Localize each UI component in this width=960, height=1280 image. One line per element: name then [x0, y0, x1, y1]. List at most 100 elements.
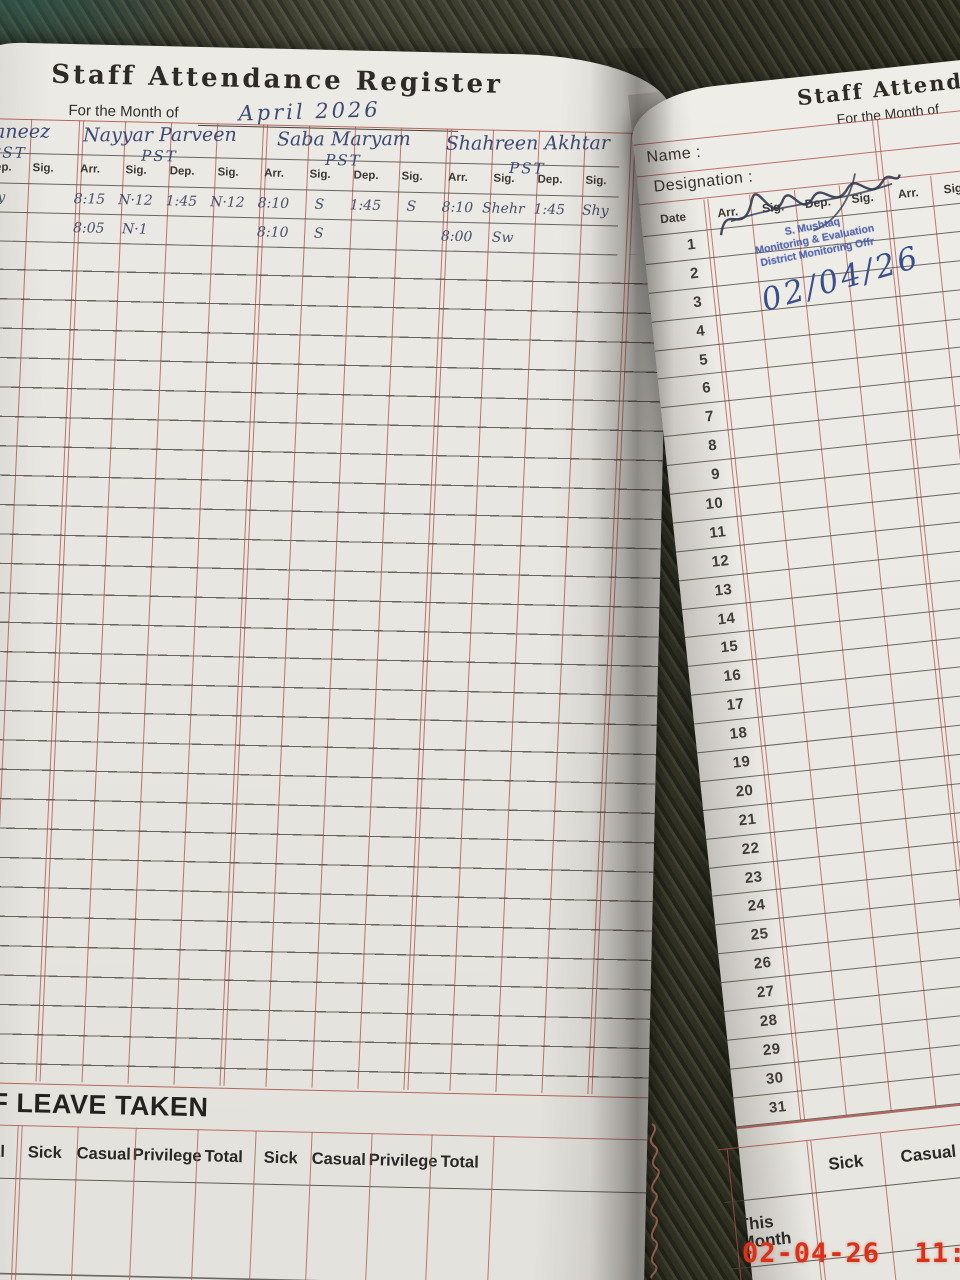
date-number: 27	[756, 982, 776, 1002]
staff-name-cell: Saba Maryam PST	[251, 124, 436, 170]
entry-cell-handwritten: N·1	[121, 220, 148, 238]
entry-cell-handwritten	[342, 234, 388, 235]
entry-cell-handwritten	[18, 226, 66, 227]
leave-columns-row: Total Sick Casual Privilege Total Sick Casual P…	[0, 1123, 648, 1194]
entry-cell-handwritten: ty	[0, 188, 6, 206]
leave-column-casual: Casual	[899, 1141, 958, 1167]
column-header: Arr.	[80, 163, 101, 176]
date-number: 9	[710, 465, 722, 484]
date-number: 11	[708, 523, 728, 542]
entry-cell-handwritten: 8:15	[73, 190, 106, 208]
date-number: 14	[716, 609, 737, 629]
staff-name-handwritten: Nayyar Parveen	[83, 123, 237, 147]
register-left-page: Staff Attendance Register For the Month …	[0, 42, 682, 1280]
entry-cell-handwritten: S	[314, 196, 325, 213]
date-number: 23	[743, 867, 764, 887]
entry-cell-handwritten	[526, 238, 572, 239]
date-number: 15	[719, 638, 740, 657]
entry-cell-handwritten: N·12	[118, 191, 153, 209]
column-header: Sig.	[585, 174, 607, 188]
staff-name-cell: Kaneez PST	[0, 118, 68, 162]
column-header: Arr.	[447, 171, 469, 185]
date-number: 18	[728, 724, 749, 743]
date-number: 4	[695, 321, 706, 340]
register-right-page: Staff Attendance Register For the Month …	[628, 48, 960, 1280]
column-header: Dep.	[353, 169, 379, 183]
leave-column-header: Sick	[27, 1142, 62, 1162]
page-edge-marks	[649, 1123, 660, 1279]
leave-column-header: Privilege	[132, 1145, 202, 1165]
date-number: 29	[762, 1040, 782, 1060]
date-number: 12	[710, 551, 731, 571]
entry-cell-handwritten: 8:10	[256, 223, 289, 241]
column-header: Dep.	[0, 161, 12, 174]
officer-stamp-block: S. Mushtaq Monitoring & Evaluation Distr…	[695, 151, 952, 375]
entry-cell-handwritten: Shy	[581, 202, 609, 219]
page-title: Staff Attendance Register	[50, 59, 504, 100]
leave-column-header: Sick	[263, 1148, 298, 1167]
column-header: Sig.	[217, 166, 239, 179]
entry-cell-handwritten	[204, 231, 250, 232]
entry-cell-handwritten: N·12	[209, 193, 245, 211]
entry-cell-handwritten	[0, 225, 18, 226]
date-number: 21	[737, 810, 758, 830]
entry-cell-handwritten: 1:45	[533, 201, 566, 218]
column-header: Date	[659, 209, 687, 227]
leave-column-header: Privilege	[368, 1150, 438, 1171]
date-number: 1	[686, 235, 697, 254]
leave-column-header: Total	[204, 1146, 244, 1166]
leave-section-heading: OF LEAVE TAKEN	[0, 1087, 209, 1123]
date-number: 30	[765, 1068, 785, 1088]
column-header: Dep.	[537, 173, 563, 187]
entry-cell-handwritten: 1:45	[165, 192, 198, 210]
column-header: Sig.	[309, 168, 331, 181]
staff-name-handwritten: Saba Maryam	[276, 128, 411, 151]
leave-column-header: Total	[0, 1141, 6, 1161]
name-label: Name :	[645, 143, 702, 167]
entry-cell-handwritten	[572, 239, 618, 240]
entry-cell-handwritten: S	[406, 198, 417, 215]
staff-name-cell: Shahreen Akhtar PST	[435, 128, 620, 178]
date-number: 25	[749, 925, 770, 945]
month-label: For the Month of	[68, 101, 179, 122]
date-number: 6	[701, 379, 712, 398]
entry-cell-handwritten	[18, 197, 66, 198]
month-value-handwritten: April 2026	[238, 97, 382, 126]
camera-timestamp: 02-04-26 11:52	[742, 1238, 960, 1269]
column-header: Dep.	[169, 165, 195, 178]
column-lines	[0, 118, 682, 1096]
date-number: 7	[704, 408, 715, 426]
attendance-table-left: Kaneez PST Nayyar Parveen PST Saba Marya…	[0, 117, 682, 1096]
date-number: 19	[731, 752, 752, 772]
entry-cell-handwritten: 8:00	[440, 227, 473, 245]
signature-scrawl	[719, 173, 901, 236]
column-header: Arr.	[264, 167, 285, 180]
date-number: 8	[707, 436, 718, 455]
entry-cell-handwritten	[388, 235, 434, 236]
date-number: 13	[713, 580, 734, 600]
column-header: Sig.	[32, 162, 54, 175]
date-number: 17	[725, 695, 746, 715]
entry-cell-handwritten: 8:05	[72, 219, 105, 237]
staff-name-handwritten: Kaneez	[0, 120, 51, 143]
leave-column-sick: Sick	[827, 1151, 865, 1174]
column-header: Sig.	[401, 170, 423, 184]
ruled-lines	[0, 239, 668, 1096]
date-number: 26	[752, 954, 773, 973]
column-header: Sig.	[125, 164, 147, 177]
date-number: 5	[698, 350, 709, 369]
leave-column-header: Total	[440, 1152, 480, 1172]
date-number: 22	[740, 839, 761, 858]
staff-name-handwritten: Shahreen Akhtar	[445, 132, 610, 155]
date-number: 16	[722, 666, 743, 686]
entry-cell-handwritten	[158, 230, 204, 231]
date-number: 28	[759, 1011, 779, 1031]
date-number: 31	[768, 1097, 788, 1117]
entry-cell-handwritten: Sw	[491, 229, 514, 246]
date-number: 10	[704, 494, 725, 514]
date-number: 24	[746, 896, 767, 916]
leave-label-cell	[722, 1167, 810, 1176]
column-header: Sig.	[942, 180, 960, 197]
leave-column-header: Casual	[76, 1143, 132, 1164]
